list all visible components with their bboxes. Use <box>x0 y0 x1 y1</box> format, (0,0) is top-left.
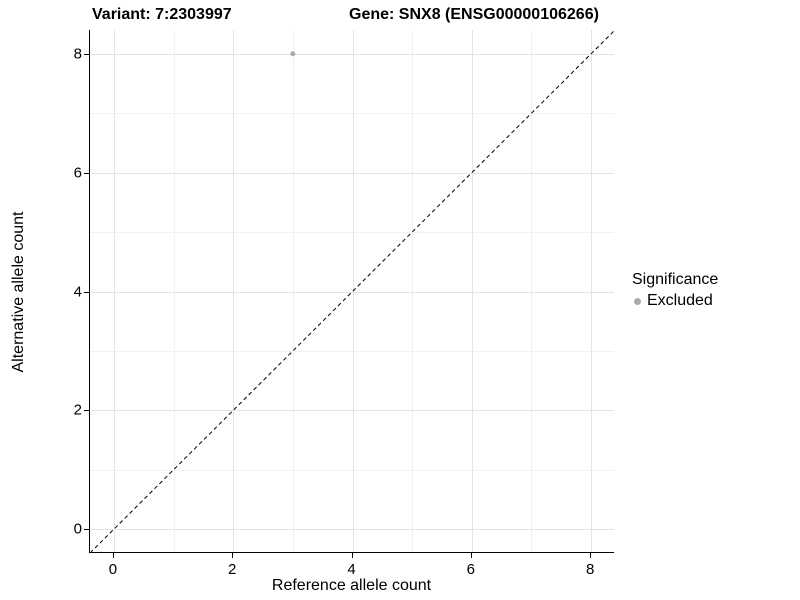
y-axis-tick <box>84 53 89 55</box>
x-axis-tick <box>470 553 472 558</box>
x-tick-label: 6 <box>466 561 475 578</box>
x-gridline-minor <box>531 30 533 552</box>
x-axis-tick <box>351 553 353 558</box>
legend-item-excluded: Excluded <box>630 292 718 310</box>
y-gridline-minor <box>90 350 614 352</box>
legend-point-icon <box>633 297 641 305</box>
identity-line <box>90 30 615 553</box>
x-axis-tick <box>232 553 234 558</box>
y-axis-title: Alternative allele count <box>10 211 27 373</box>
y-gridline-minor <box>90 113 614 115</box>
x-gridline-major <box>233 30 235 552</box>
legend-key <box>630 297 644 305</box>
y-tick-label: 4 <box>73 283 82 300</box>
y-gridline-major <box>90 291 614 293</box>
variant-title: Variant: 7:2303997 <box>92 6 232 23</box>
y-gridline-minor <box>90 232 614 234</box>
x-axis-tick <box>590 553 592 558</box>
x-gridline-minor <box>412 30 414 552</box>
x-gridline-minor <box>292 30 294 552</box>
y-tick-label: 6 <box>73 164 82 182</box>
y-gridline-major <box>90 172 614 174</box>
panel-draw-layer <box>90 30 615 553</box>
plot-panel <box>89 30 615 553</box>
y-axis-tick <box>84 529 89 531</box>
y-gridline-major <box>90 410 614 412</box>
legend-title: Significance <box>632 271 719 288</box>
x-gridline-major <box>113 30 115 552</box>
x-tick-label: 4 <box>347 561 356 578</box>
y-tick-label: 0 <box>73 520 82 538</box>
x-axis-title: Reference allele count <box>271 577 432 594</box>
x-tick-label: 2 <box>228 561 237 578</box>
y-axis-tick <box>84 410 89 412</box>
y-gridline-major <box>90 53 614 55</box>
y-gridline-minor <box>90 469 614 471</box>
y-gridline-major <box>90 529 614 531</box>
legend-item-label: Excluded <box>647 292 713 309</box>
y-axis-tick <box>84 172 89 174</box>
x-axis-tick <box>112 553 114 558</box>
x-tick-label: 8 <box>585 561 595 578</box>
y-axis-tick <box>84 291 89 293</box>
x-gridline-major <box>591 30 593 552</box>
x-gridline-major <box>471 30 473 552</box>
data-point <box>290 51 296 57</box>
x-tick-label: 0 <box>108 561 118 578</box>
gene-title: Gene: SNX8 (ENSG00000106266) <box>349 6 599 23</box>
y-tick-label: 8 <box>73 45 82 63</box>
legend: Significance Excluded <box>630 270 718 310</box>
y-tick-label: 2 <box>73 401 82 419</box>
x-gridline-minor <box>173 30 175 552</box>
